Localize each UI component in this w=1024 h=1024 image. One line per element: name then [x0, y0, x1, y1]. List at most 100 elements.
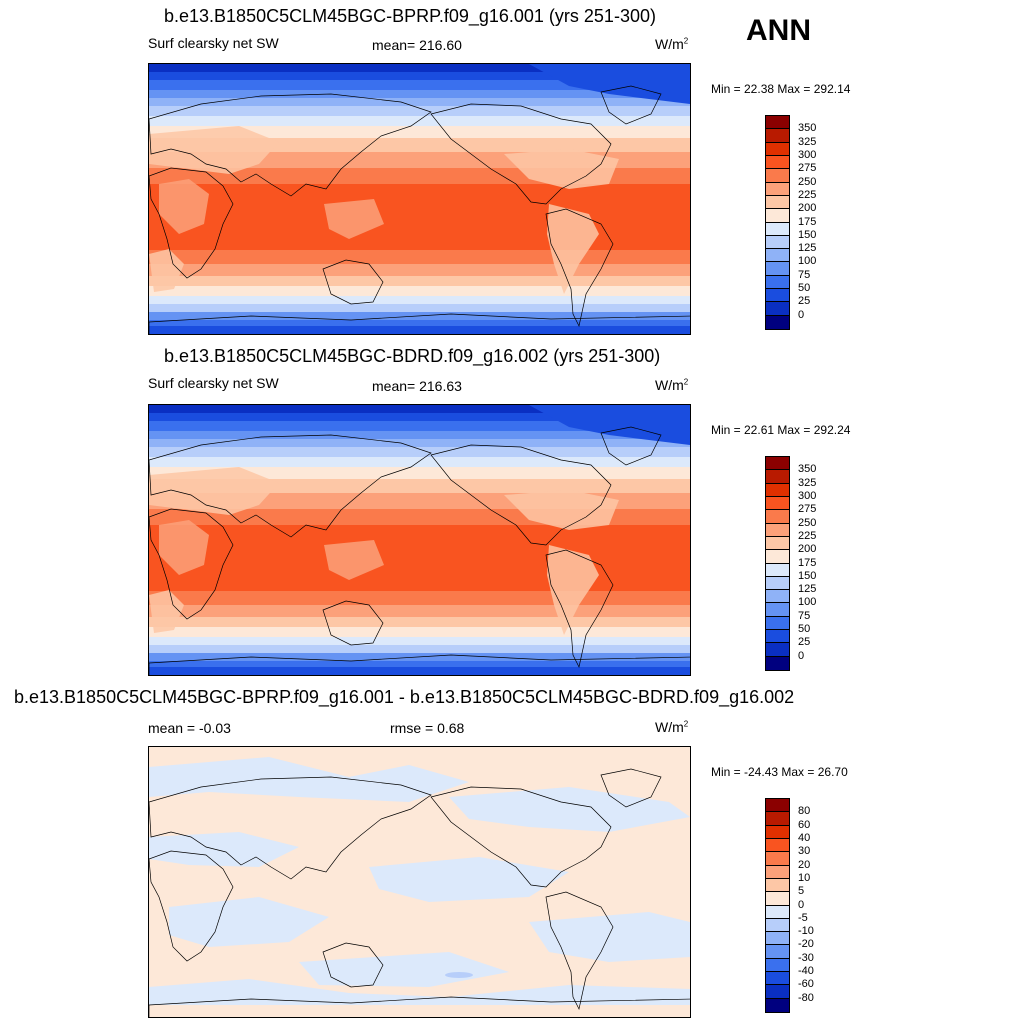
panel1-colorbar-segment: [766, 116, 789, 130]
panel3-colorbar-tick-label: 40: [798, 831, 811, 844]
panel3-colorbar-tick-label: 10: [798, 871, 811, 884]
panel1-colorbar-segment: [766, 195, 789, 210]
panel2-colorbar-segment: [766, 510, 789, 524]
panel2-colorbar-segment: [766, 483, 789, 497]
panel1-colorbar-tick-label: 150: [798, 228, 817, 241]
panel3-colorbar-segment: [766, 799, 789, 813]
panel2-variable-label: Surf clearsky net SW: [148, 375, 279, 391]
panel3-colorbar-segment: [766, 972, 789, 986]
panel2-mean-label: mean= 216.63: [372, 378, 462, 394]
panel3-colorbar-tick-label: -30: [798, 951, 814, 964]
panel3-colorbar-segment: [766, 878, 789, 893]
panel2-colorbar-tick-label: 200: [798, 543, 817, 556]
panel2-colorbar-segment: [766, 630, 789, 644]
panel3-colorbar-segment: [766, 985, 789, 999]
panel2-colorbar-segment: [766, 616, 789, 631]
panel3-colorbar-tick-label: -5: [798, 911, 808, 924]
panel2-colorbar-tick-label: 0: [798, 649, 805, 662]
panel3-colorbar-tick-label: -60: [798, 978, 814, 991]
panel1-colorbar-tick-label: 275: [798, 162, 817, 175]
panel1-colorbar-tick-label: 300: [798, 148, 817, 161]
panel1-colorbar-segment: [766, 275, 789, 290]
panel3-map-svg: [149, 747, 690, 1017]
panel2-map-svg: [149, 405, 690, 675]
panel1-colorbar-segment: [766, 222, 789, 236]
panel1-colorbar-segment: [766, 302, 789, 316]
panel3-colorbar: [765, 798, 790, 1013]
panel2-colorbar-segment: [766, 590, 789, 604]
panel2-colorbar-segment: [766, 470, 789, 484]
panel2-colorbar-segment: [766, 656, 789, 670]
panel1-colorbar-segment: [766, 289, 789, 303]
panel2-colorbar-tick-label: 25: [798, 636, 811, 649]
panel1-colorbar-tick-label: 250: [798, 175, 817, 188]
panel2-title: b.e13.B1850C5CLM45BGC-BDRD.f09_g16.002 (…: [164, 346, 661, 366]
panel1-units: W/m2: [655, 36, 689, 52]
panel1-colorbar-segment: [766, 262, 789, 276]
panel1-colorbar-tick-label: 350: [798, 122, 817, 135]
panel2-minmax: Min = 22.61 Max = 292.24: [711, 423, 851, 437]
panel2-colorbar-tick-label: 250: [798, 516, 817, 529]
panel3-title: b.e13.B1850C5CLM45BGC-BPRP.f09_g16.001 -…: [14, 687, 795, 707]
panel1-colorbar-segment: [766, 155, 789, 170]
panel1-colorbar-tick-label: 25: [798, 295, 811, 308]
panel3-units: W/m2: [655, 719, 689, 735]
panel2-colorbar-tick-label: 150: [798, 569, 817, 582]
panel1-colorbar-tick-label: 125: [798, 242, 817, 255]
panel3-colorbar-segment: [766, 958, 789, 973]
panel1-map: [148, 63, 691, 335]
panel3-colorbar-segment: [766, 998, 789, 1012]
panel2-colorbar-segment: [766, 457, 789, 471]
panel1-colorbar-segment: [766, 315, 789, 329]
panel2-colorbar-segment: [766, 603, 789, 617]
panel1-colorbar-tick-label: 100: [798, 255, 817, 268]
panel2-colorbar-tick-label: 300: [798, 489, 817, 502]
panel1-title: b.e13.B1850C5CLM45BGC-BPRP.f09_g16.001 (…: [164, 6, 656, 26]
panel3-colorbar-segment: [766, 812, 789, 826]
panel2-colorbar-tick-label: 75: [798, 609, 811, 622]
panel1-colorbar-segment: [766, 142, 789, 156]
panel1-variable-label: Surf clearsky net SW: [148, 35, 279, 51]
panel2-colorbar-tick-label: 100: [798, 596, 817, 609]
panel3-colorbar-segment: [766, 852, 789, 866]
panel2-colorbar-segment: [766, 643, 789, 657]
panel1-colorbar-tick-label: 200: [798, 202, 817, 215]
panel3-colorbar-segment: [766, 905, 789, 919]
panel2-colorbar-segment: [766, 576, 789, 591]
panel2-colorbar-segment: [766, 536, 789, 551]
panel1-colorbar-segment: [766, 129, 789, 143]
panel3-colorbar-tick-label: 80: [798, 805, 811, 818]
panel3-colorbar-segment: [766, 892, 789, 906]
panel3-colorbar-tick-label: -40: [798, 965, 814, 978]
panel3-colorbar-tick-label: -20: [798, 938, 814, 951]
panel3-colorbar-tick-label: 20: [798, 858, 811, 871]
panel3-rmse-label: rmse = 0.68: [390, 720, 465, 736]
panel1-colorbar-segment: [766, 182, 789, 196]
panel2-colorbar-tick-label: 50: [798, 623, 811, 636]
panel3-colorbar-tick-label: 5: [798, 885, 805, 898]
panel3-colorbar-segment: [766, 945, 789, 959]
panel1-colorbar-segment: [766, 235, 789, 250]
panel3-colorbar-tick-label: 30: [798, 845, 811, 858]
panel2-colorbar-tick-label: 275: [798, 503, 817, 516]
panel2-units: W/m2: [655, 377, 689, 393]
panel2-colorbar-tick-label: 350: [798, 463, 817, 476]
panel3-minmax: Min = -24.43 Max = 26.70: [711, 765, 848, 779]
panel2-colorbar-segment: [766, 496, 789, 511]
panel3-colorbar-segment: [766, 932, 789, 946]
panel2-colorbar-tick-label: 225: [798, 529, 817, 542]
panel3-colorbar-tick-label: 60: [798, 818, 811, 831]
panel1-colorbar-tick-label: 75: [798, 268, 811, 281]
panel2-colorbar-segment: [766, 563, 789, 577]
panel1-colorbar: [765, 115, 790, 330]
panel1-colorbar-tick-label: 175: [798, 215, 817, 228]
panel1-colorbar-tick-label: 225: [798, 188, 817, 201]
panel3-colorbar-tick-label: 0: [798, 898, 805, 911]
panel3-colorbar-segment: [766, 918, 789, 933]
panel2-colorbar-tick-label: 125: [798, 583, 817, 596]
panel2-colorbar-segment: [766, 523, 789, 537]
panel1-colorbar-segment: [766, 169, 789, 183]
panel2-map: [148, 404, 691, 676]
panel1-colorbar-segment: [766, 209, 789, 223]
panel1-colorbar-tick-label: 50: [798, 282, 811, 295]
